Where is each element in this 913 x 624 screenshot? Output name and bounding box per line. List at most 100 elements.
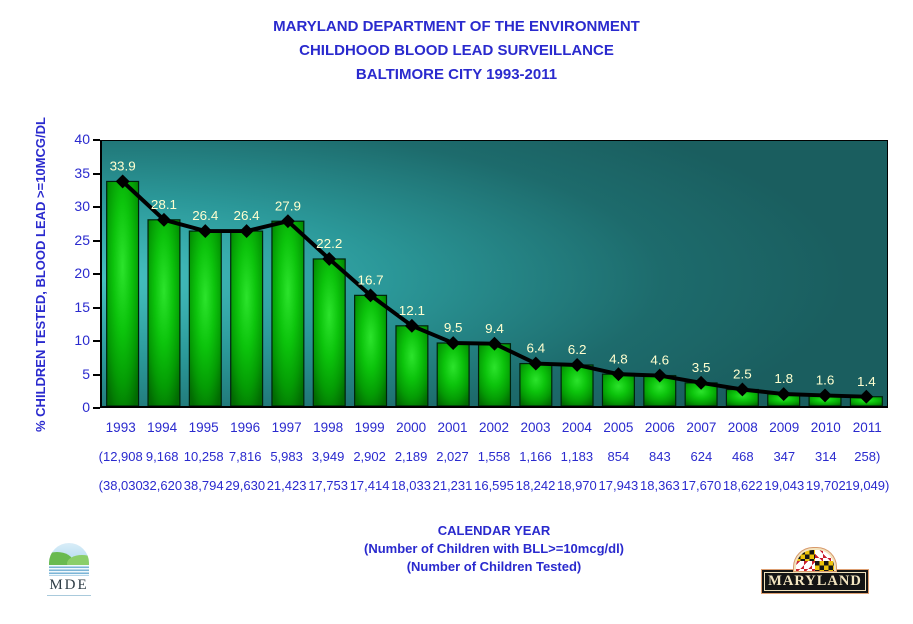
tested-count-1993: (38,030	[98, 478, 143, 493]
bll-count-1998: 3,949	[311, 449, 345, 464]
value-label-2010: 1.6	[816, 373, 835, 388]
bll-count-1999: 2,902	[353, 449, 386, 464]
year-label-1994: 1994	[147, 420, 178, 435]
maryland-crest-icon	[794, 548, 836, 571]
tested-count-2004: 18,970	[557, 478, 597, 493]
y-tick-mark	[93, 206, 100, 208]
year-label-2005: 2005	[603, 420, 634, 435]
bll-count-2008: 468	[731, 449, 754, 464]
plot-svg: 33.9 28.1 26.4 26.4 27.9 22.2 16.7 12.1 9.5 9.4 6.…	[106, 159, 883, 406]
bar-1997	[271, 220, 305, 406]
year-label-1997: 1997	[271, 420, 302, 435]
year-label-2000: 2000	[396, 420, 427, 435]
value-label-1996: 26.4	[234, 208, 261, 223]
y-tick-label: 30	[74, 198, 90, 214]
caption-line-3: (Number of Children Tested)	[406, 559, 582, 574]
value-label-2008: 2.5	[733, 367, 752, 382]
tested-count-1994: 32,620	[142, 478, 183, 493]
value-label-1993: 33.9	[110, 159, 136, 174]
tested-count-2011: 19,049)	[845, 478, 890, 493]
y-tick-mark	[93, 239, 100, 242]
plot-area: 33.9 28.1 26.4 26.4 27.9 22.2 16.7 12.1 9.5 9.4 6.…	[100, 140, 888, 408]
year-label-1999: 1999	[354, 420, 385, 435]
crest-checker-quadrant	[815, 560, 834, 571]
year-label-2003: 2003	[520, 420, 551, 435]
year-label-2010: 2010	[810, 420, 841, 435]
y-tick-mark	[93, 139, 100, 141]
tested-count-1995: 38,794	[183, 478, 224, 493]
tested-count-2009: 19,043	[764, 478, 805, 493]
title-line-2: CHILDHOOD BLOOD LEAD SURVEILLANCE	[299, 42, 614, 59]
data-point-marker-2002	[487, 336, 502, 351]
year-label-2002: 2002	[478, 420, 510, 435]
tested-count-2005: 17,943	[598, 478, 639, 493]
maryland-banner: MARYLAND	[761, 569, 869, 594]
tested-count-2002: 16,595	[474, 478, 514, 493]
tested-count-2008: 18,622	[722, 478, 763, 493]
year-label-2006: 2006	[644, 420, 675, 435]
bar-1998	[312, 258, 346, 406]
value-label-1999: 16.7	[357, 273, 383, 288]
bll-count-2010: 314	[814, 449, 837, 464]
bar-1993	[106, 180, 140, 406]
tested-count-1997: 21,423	[266, 478, 307, 493]
value-label-2002: 9.4	[485, 321, 504, 336]
y-tick-label: 10	[74, 332, 90, 348]
bll-count-2001: 2,027	[436, 449, 469, 464]
bar-1999	[354, 294, 388, 406]
bll-count-1996: 7,816	[228, 449, 262, 464]
year-label-2008: 2008	[727, 420, 758, 435]
value-label-2006: 4.6	[650, 353, 669, 368]
data-point-marker-2007	[694, 375, 709, 390]
mde-logo-icon	[49, 543, 89, 576]
value-label-2005: 4.8	[609, 351, 628, 366]
bar-2000	[395, 325, 429, 406]
chart-title: MARYLAND DEPARTMENT OF THE ENVIRONMENT C…	[0, 15, 913, 87]
mde-water-stripes-icon	[49, 565, 89, 576]
data-point-marker-1997	[280, 214, 295, 229]
year-label-2004: 2004	[561, 420, 592, 435]
value-label-2000: 12.1	[399, 303, 425, 318]
bll-count-1997: 5,983	[270, 449, 303, 464]
value-label-2011: 1.4	[857, 374, 876, 389]
y-tick-mark	[93, 273, 100, 275]
year-label-2007: 2007	[686, 420, 717, 435]
tested-count-2000: 18,033	[391, 478, 431, 493]
value-label-1994: 28.1	[151, 197, 177, 212]
value-label-1995: 26.4	[192, 208, 219, 223]
tested-count-2001: 21,231	[432, 478, 473, 493]
bll-count-2000: 2,189	[394, 449, 428, 464]
value-label-2001: 9.5	[444, 320, 463, 335]
bll-count-2011: 258)	[854, 449, 881, 464]
value-label-2004: 6.2	[568, 342, 587, 357]
y-tick-label: 5	[82, 365, 90, 382]
children-with-bll-row: (12,908 9,168 10,258 7,816 5,983 3,949 2,902 2,…	[99, 449, 888, 467]
maryland-logo: MARYLAND	[761, 548, 869, 594]
y-tick-label: 15	[74, 298, 90, 315]
caption-line-2: (Number of Children with BLL>=10mcg/dl)	[363, 541, 625, 556]
bll-count-2005: 854	[607, 449, 630, 464]
year-label-2001: 2001	[437, 420, 468, 435]
caption-line-1: CALENDAR YEAR	[437, 523, 551, 538]
year-label-2009: 2009	[769, 420, 800, 435]
value-label-2007: 3.5	[692, 360, 711, 375]
data-point-marker-2003	[528, 356, 543, 371]
bll-count-1993: (12,908	[98, 449, 143, 464]
y-tick-mark	[93, 373, 100, 376]
data-point-marker-2008	[735, 382, 750, 397]
maryland-logo-text: MARYLAND	[768, 573, 862, 589]
y-axis-label: % CHILDREN TESTED, BLOOD LEAD >=10MCG/DL	[33, 117, 48, 433]
bll-count-2009: 347	[773, 449, 796, 464]
tested-count-1998: 17,753	[308, 478, 348, 493]
x-axis-caption: CALENDAR YEAR (Number of Children with B…	[100, 522, 888, 576]
y-tick-label: 35	[74, 164, 90, 181]
x-axis-years-row: 1993 1994 1995 1996 1997 1998 1999 2000 2001 2002…	[100, 420, 888, 438]
data-point-marker-2000	[404, 318, 419, 333]
tested-count-2003: 18,242	[515, 478, 556, 493]
crest-cross-quadrant	[815, 550, 834, 561]
y-tick-label: 0	[82, 399, 90, 415]
crest-cross-quadrant	[796, 560, 815, 571]
crest-checker-quadrant	[796, 550, 815, 561]
value-label-2009: 1.8	[774, 371, 793, 386]
